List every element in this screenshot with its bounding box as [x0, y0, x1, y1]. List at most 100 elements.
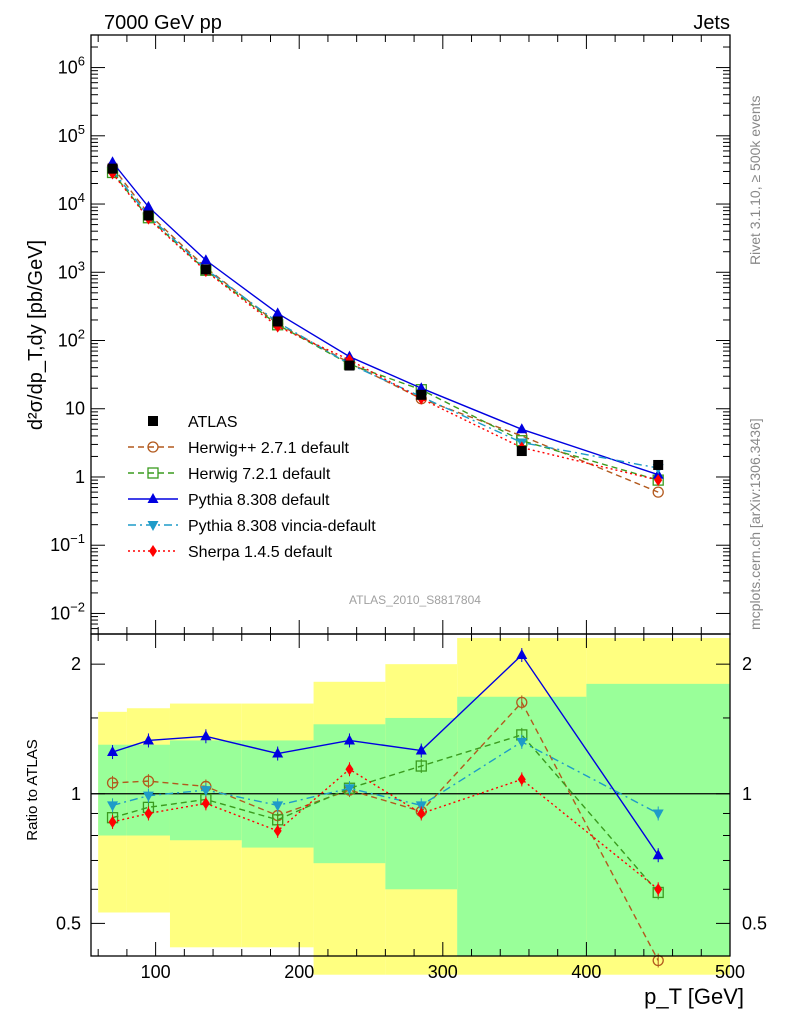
main-y-tick-label: 1 — [75, 467, 85, 487]
atlas-data-point — [272, 316, 283, 327]
ratio-series-point — [415, 801, 427, 812]
ratio-series-point — [107, 746, 119, 757]
main-series-point — [654, 474, 663, 487]
atlas-data-point — [344, 360, 355, 371]
ratio-series-point — [415, 760, 427, 772]
ratio-series-point — [343, 784, 355, 795]
legend-label: Pythia 8.308 vincia-default — [188, 518, 376, 535]
ratio-series-point — [106, 777, 119, 789]
ratio-series-line — [112, 741, 659, 815]
ratio-series-point — [201, 797, 210, 810]
ratio-x-tick-label: 300 — [428, 962, 458, 982]
main-series-point — [142, 200, 154, 211]
legend-label: Herwig 7.2.1 default — [188, 466, 331, 483]
mcplots-label: mcplots.cern.ch [arXiv:1306.3436] — [747, 418, 763, 630]
legend: ATLAS Herwig++ 2.7.1 default Herwig 7.2.1 … — [128, 414, 376, 561]
main-y-tick-label: 104 — [58, 190, 85, 214]
main-y-tick-label: 10 — [65, 399, 85, 419]
main-series-line — [111, 173, 659, 481]
legend-label: Sherpa 1.4.5 default — [188, 544, 333, 561]
main-series-point — [415, 382, 427, 393]
ratio-series-point — [272, 801, 284, 812]
atlas-data-point — [143, 210, 154, 221]
main-y-axis-label: d²σ/dp_T,dy [pb/GeV] — [25, 240, 47, 430]
ratio-uncertainty-bands — [98, 638, 730, 975]
main-y-tick-label: 102 — [58, 327, 85, 351]
atlas-data-point — [653, 459, 664, 470]
analysis-id: ATLAS_2010_S8817804 — [349, 593, 481, 607]
atlas-data-point — [200, 264, 211, 275]
ratio-frame — [90, 633, 731, 957]
main-series-line — [111, 172, 659, 481]
legend-label: Pythia 8.308 default — [188, 492, 330, 509]
main-y-tick-label: 106 — [58, 54, 85, 78]
legend-marker — [149, 545, 157, 557]
ratio-series-point — [516, 696, 528, 709]
ratio-series-point — [516, 737, 528, 748]
atlas-data-point — [416, 389, 427, 400]
ratio-series-line — [112, 653, 659, 856]
ratio-series-point — [343, 734, 355, 745]
ratio-series-point — [272, 747, 284, 758]
atlas-data-point — [107, 163, 118, 174]
ratio-series-line — [112, 768, 659, 890]
ratio-series-line — [112, 734, 659, 893]
ratio-series-point — [108, 815, 117, 828]
atlas-data-point — [516, 446, 527, 457]
ratio-series-point — [107, 801, 119, 812]
ratio-x-tick-label: 200 — [284, 962, 314, 982]
ratio-series-point — [200, 730, 212, 741]
ratio-series-point — [516, 649, 528, 660]
ratio-x-tick-label: 500 — [715, 962, 745, 982]
ratio-y-axis-label: Ratio to ATLAS — [24, 739, 41, 840]
ratio-series-point — [144, 807, 153, 820]
main-y-tick-label: 103 — [58, 258, 85, 282]
ratio-series-point — [142, 775, 155, 787]
main-series-line — [111, 161, 659, 476]
main-frame — [90, 34, 731, 635]
legend-atlas-marker — [148, 416, 158, 426]
legend-marker — [147, 521, 159, 531]
ratio-y-tick-label: 0.5 — [56, 913, 81, 933]
ratio-series-point — [200, 786, 212, 797]
ratio-series-point — [417, 807, 426, 820]
ratio-series-point — [345, 763, 354, 776]
legend-marker — [147, 467, 159, 479]
main-series-point — [272, 307, 284, 318]
main-series-line — [111, 166, 659, 493]
ratio-x-tick-label: 100 — [141, 962, 171, 982]
legend-marker — [147, 441, 159, 453]
ratio-y-tick-label-right: 0.5 — [742, 913, 767, 933]
ratio-series-point — [517, 773, 526, 786]
ratio-series-point — [652, 849, 664, 860]
main-plot — [106, 156, 664, 498]
legend-label: Herwig++ 2.7.1 default — [188, 440, 350, 457]
ratio-series-point — [142, 791, 154, 802]
header-right: Jets — [693, 12, 730, 34]
ratio-series-point — [273, 824, 282, 837]
ratio-series-line — [112, 701, 659, 961]
main-series-point — [516, 423, 528, 434]
main-y-tick-label: 10−2 — [50, 599, 85, 623]
x-axis-label: p_T [GeV] — [644, 984, 744, 1009]
ratio-y-tick-label: 2 — [71, 654, 81, 674]
main-y-tick-label: 105 — [58, 122, 85, 146]
legend-atlas-label: ATLAS — [188, 414, 238, 431]
main-y-tick-label: 10−1 — [50, 531, 85, 555]
ratio-series-point — [652, 809, 664, 820]
legend-marker — [147, 493, 159, 503]
rivet-label: Rivet 3.1.10, ≥ 500k events — [747, 95, 763, 265]
ratio-series-point — [142, 734, 154, 745]
ratio-x-tick-label: 400 — [571, 962, 601, 982]
ratio-y-tick-label: 1 — [71, 784, 81, 804]
main-series-point — [652, 486, 664, 498]
ratio-plot — [91, 648, 730, 968]
main-series-point — [200, 254, 212, 265]
ratio-y-tick-label-right: 2 — [742, 654, 752, 674]
ratio-y-tick-label-right: 1 — [742, 784, 752, 804]
header-left: 7000 GeV pp — [104, 12, 222, 34]
axes: 10−2 10−1 1 10 102 103 104 105 106 100 200 300 400 50… — [24, 34, 767, 1009]
ratio-series-point — [654, 883, 663, 896]
ratio-series-point — [415, 744, 427, 755]
